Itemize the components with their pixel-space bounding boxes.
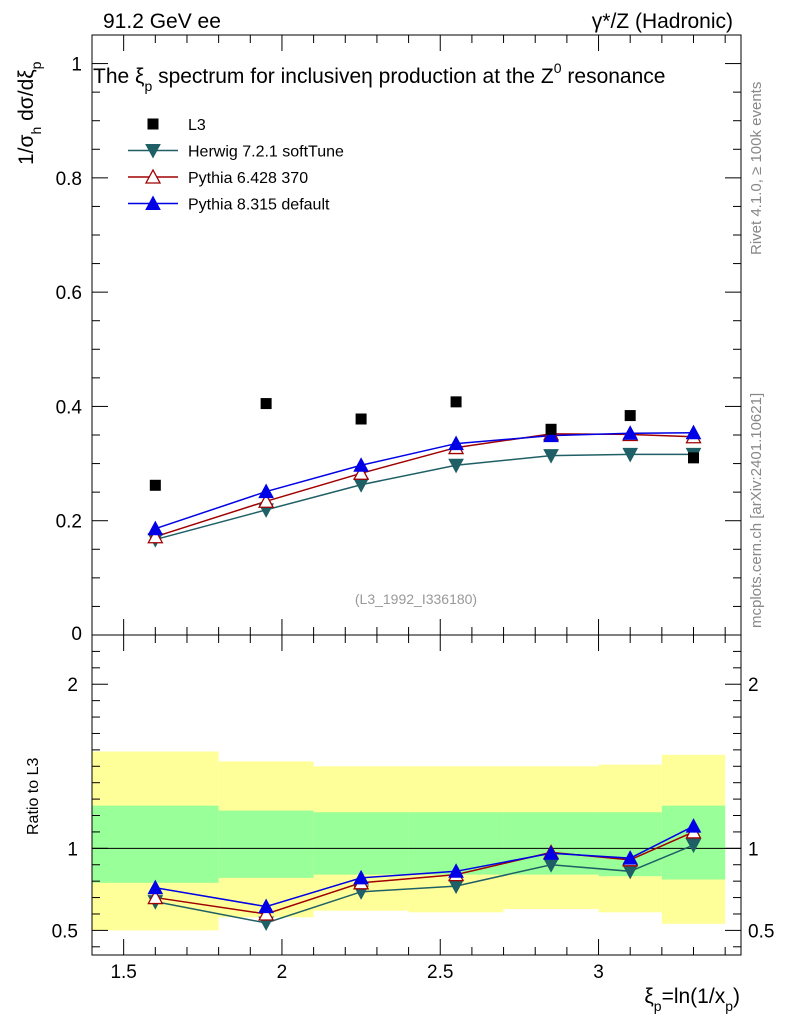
main-series-marker — [258, 483, 274, 499]
legend-marker — [147, 118, 159, 130]
data-point — [624, 410, 636, 422]
ratio-series-marker — [258, 898, 274, 914]
main-series — [147, 424, 702, 548]
main-y-tick-label: 0.6 — [56, 283, 82, 304]
green-band-bin — [92, 805, 219, 883]
axis-tick-labels: 1.5 2 2.5 3 0 0.2 0.4 0.6 0.8 1 0.5 0.5 1 1 2 2 — [52, 55, 775, 983]
ratio-series-marker — [685, 838, 702, 854]
main-series-marker — [543, 449, 559, 464]
ratio-y-tick-label-right: 2 — [748, 675, 759, 696]
green-band-bin — [313, 812, 409, 875]
green-band-bin — [218, 810, 314, 878]
x-axis-label: ξp=ln(1/xp) — [644, 985, 740, 1014]
legend-marker — [144, 168, 162, 184]
legend-label: Herwig 7.2.1 softTune — [188, 144, 344, 161]
ratio-series-marker — [147, 889, 164, 905]
rivet-version-label: Rivet 4.1.0, ≥ 100k events — [748, 82, 765, 255]
x-tick-label: 3 — [593, 962, 604, 983]
main-y-tick-label: 0.2 — [56, 512, 82, 533]
main-series-line — [155, 431, 694, 530]
data-point — [260, 398, 272, 410]
main-series-marker — [448, 435, 464, 451]
ratio-uncertainty-bands — [92, 751, 726, 931]
ratio-series-marker — [147, 879, 164, 895]
x-tick-label: 1.5 — [110, 962, 136, 983]
main-series-marker — [147, 520, 164, 536]
main-y-tick-label: 0.8 — [56, 169, 82, 190]
main-series-marker — [622, 447, 639, 463]
ratio-panel-frame — [91, 634, 742, 956]
mcplots-label: mcplots.cern.ch [arXiv:2401.10621] — [748, 393, 765, 628]
ratio-y-axis-label: Ratio to L3 — [25, 758, 42, 835]
header-right-label: γ*/Z (Hadronic) — [592, 10, 733, 33]
legend-marker — [145, 195, 161, 210]
ratio-series-marker — [543, 845, 559, 860]
main-series-marker — [353, 464, 370, 480]
ratio-y-tick-label-right: 1 — [748, 839, 759, 860]
ratio-y-tick-label-left: 1 — [67, 839, 78, 860]
main-y-axis-label: 1/σh dσ/dξp — [15, 61, 44, 165]
data-point — [688, 452, 700, 464]
main-y-tick-label: 0.4 — [56, 397, 83, 418]
legend-label: Pythia 8.315 default — [188, 197, 330, 214]
main-series-marker — [543, 427, 559, 443]
data-points — [149, 396, 700, 491]
main-series-marker — [258, 492, 275, 508]
legend-marker — [145, 144, 161, 159]
legend-label: L3 — [188, 117, 206, 134]
ratio-y-tick-label-left: 0.5 — [52, 921, 78, 942]
panel-frames — [91, 34, 742, 956]
analysis-id-watermark: (L3_1992_I336180) — [355, 591, 477, 607]
main-series-marker — [147, 528, 164, 544]
main-series-marker — [353, 478, 369, 493]
data-point — [355, 413, 367, 425]
ratio-series-marker — [622, 850, 639, 865]
chart-title: The ξp spectrum for inclusiveη productio… — [93, 60, 665, 94]
x-tick-label: 2.5 — [427, 962, 453, 983]
data-point — [450, 396, 462, 408]
header-left-label: 91.2 GeV ee — [103, 10, 221, 33]
ratio-series-marker — [353, 869, 369, 885]
ratio-series — [147, 818, 702, 932]
main-y-tick-label: 1 — [71, 55, 82, 76]
legend-label: Pythia 6.428 370 — [188, 170, 308, 187]
ratio-series-marker — [685, 818, 702, 833]
main-series-marker — [622, 425, 639, 440]
data-point — [545, 423, 557, 435]
main-series-marker — [353, 457, 369, 472]
main-series-marker — [685, 424, 702, 440]
x-tick-label: 2 — [277, 962, 288, 983]
ratio-y-tick-label-right: 0.5 — [748, 921, 774, 942]
main-series-line — [155, 433, 694, 538]
ratio-y-tick-label-left: 2 — [67, 675, 78, 696]
ratio-series-marker — [258, 905, 275, 921]
legend: L3 Herwig 7.2.1 softTune Pythia 6.428 370 P… — [128, 117, 344, 214]
main-series-marker — [448, 458, 464, 474]
main-y-tick-label: 0 — [71, 624, 82, 645]
data-point — [149, 479, 161, 491]
main-series-line — [155, 453, 694, 541]
ratio-series-marker — [448, 863, 464, 878]
